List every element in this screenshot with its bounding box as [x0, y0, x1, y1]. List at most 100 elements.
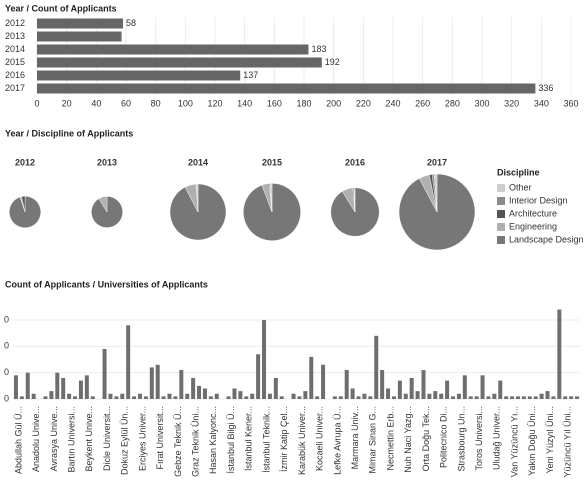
- bar: [297, 396, 302, 399]
- bar: [132, 396, 137, 399]
- y-tick-label: 0: [4, 393, 9, 403]
- x-tick-label: 0: [34, 98, 39, 108]
- bar: [244, 396, 249, 399]
- x-tick-label: 320: [504, 98, 519, 108]
- bar: [191, 377, 196, 399]
- bar: [368, 396, 373, 399]
- bar: [78, 380, 83, 399]
- bar: [13, 375, 18, 399]
- bar: [575, 396, 580, 399]
- bar: [563, 396, 568, 399]
- x-tick-label: Toros Universi...: [474, 406, 484, 471]
- y-tick-label: 2013: [5, 31, 25, 41]
- x-tick-label: İstanbul Teknik...: [261, 406, 271, 473]
- bar: [403, 393, 408, 399]
- pie-slice: [98, 196, 108, 213]
- x-tick-label: 100: [178, 98, 193, 108]
- legend-label: Engineering: [509, 221, 557, 231]
- bar: [90, 396, 95, 399]
- bar: [37, 70, 241, 81]
- bar: [126, 325, 131, 399]
- bar: [439, 393, 444, 399]
- x-tick-label: 300: [474, 98, 489, 108]
- legend-swatch: [497, 184, 505, 192]
- bar: [31, 393, 36, 399]
- y-tick-label: 2015: [5, 57, 25, 67]
- bar: [232, 388, 237, 399]
- x-tick-label: Graz Teknik Üni...: [191, 406, 201, 477]
- bar: [504, 396, 509, 399]
- x-tick-label: 220: [356, 98, 371, 108]
- bar: [433, 391, 438, 399]
- x-tick-label: 360: [563, 98, 578, 108]
- pie-label: 2015: [262, 157, 282, 167]
- x-tick-label: 240: [385, 98, 400, 108]
- bar: [173, 396, 178, 399]
- bar: [569, 396, 574, 399]
- bar: [262, 320, 267, 399]
- x-tick-label: Erciyes Univer...: [137, 406, 147, 471]
- bar: [356, 396, 361, 399]
- y-tick-label: 2016: [5, 70, 25, 80]
- bar: [391, 396, 396, 399]
- bar: [309, 356, 314, 399]
- bar: [533, 396, 538, 399]
- bar: [427, 393, 432, 399]
- bar: [267, 393, 272, 399]
- bar: [409, 377, 414, 399]
- bar: [202, 388, 207, 399]
- x-tick-label: 200: [326, 98, 341, 108]
- bar: [551, 396, 556, 399]
- bar: [73, 396, 78, 399]
- pie-label: 2012: [15, 157, 35, 167]
- pie-label: 2016: [345, 157, 365, 167]
- bar: [510, 396, 515, 399]
- bar: [344, 370, 349, 399]
- bar: [515, 396, 520, 399]
- bar: [67, 393, 72, 399]
- x-tick-label: Necmettin Erb...: [385, 406, 395, 471]
- bar: [527, 396, 532, 399]
- x-tick-label: Orta Doğu Tek...: [421, 406, 431, 471]
- x-tick-label: Politecnico Di...: [439, 406, 449, 468]
- bar: [61, 377, 66, 399]
- pie-slice: [21, 196, 26, 213]
- x-tick-label: Lefke Avrupa Ü...: [332, 406, 342, 475]
- legend-label: Interior Design: [509, 195, 568, 205]
- bar: [498, 380, 503, 399]
- x-tick-label: Strasbourg Un...: [456, 406, 466, 472]
- x-tick-label: Nuh Naci Yazg...: [403, 406, 413, 473]
- y-tick-label: 0: [4, 367, 9, 377]
- bar: [84, 375, 89, 399]
- bar: [37, 18, 124, 29]
- bar: [197, 385, 202, 399]
- x-tick-label: Avrasya Unive...: [49, 406, 59, 471]
- bar: [273, 377, 278, 399]
- y-tick-label: 0: [4, 341, 9, 351]
- pie-label: 2013: [97, 157, 117, 167]
- x-tick-label: 160: [267, 98, 282, 108]
- bar: [137, 393, 142, 399]
- chart-title: Year / Count of Applicants: [5, 3, 117, 13]
- x-tick-label: 280: [445, 98, 460, 108]
- x-tick-label: Hasan Kalyonc...: [208, 406, 218, 474]
- x-tick-label: 340: [534, 98, 549, 108]
- bar: [19, 396, 24, 399]
- x-tick-label: Dokuz Eylül Ün...: [120, 406, 130, 475]
- bar: [451, 396, 456, 399]
- bar: [415, 391, 420, 399]
- bar: [143, 396, 148, 399]
- bar: [315, 396, 320, 399]
- bar: [521, 396, 526, 399]
- bar: [226, 396, 231, 399]
- x-tick-label: Abdullah Gül Ü...: [13, 406, 23, 474]
- x-tick-label: Kocaeli Univer...: [315, 406, 325, 471]
- bar: [386, 388, 391, 399]
- bar: [539, 393, 544, 399]
- x-tick-label: 140: [237, 98, 252, 108]
- bar: [43, 396, 48, 399]
- x-tick-label: İstanbul Kener...: [244, 406, 254, 471]
- bar: [291, 393, 296, 399]
- bar: [208, 396, 213, 399]
- bar: [238, 391, 243, 399]
